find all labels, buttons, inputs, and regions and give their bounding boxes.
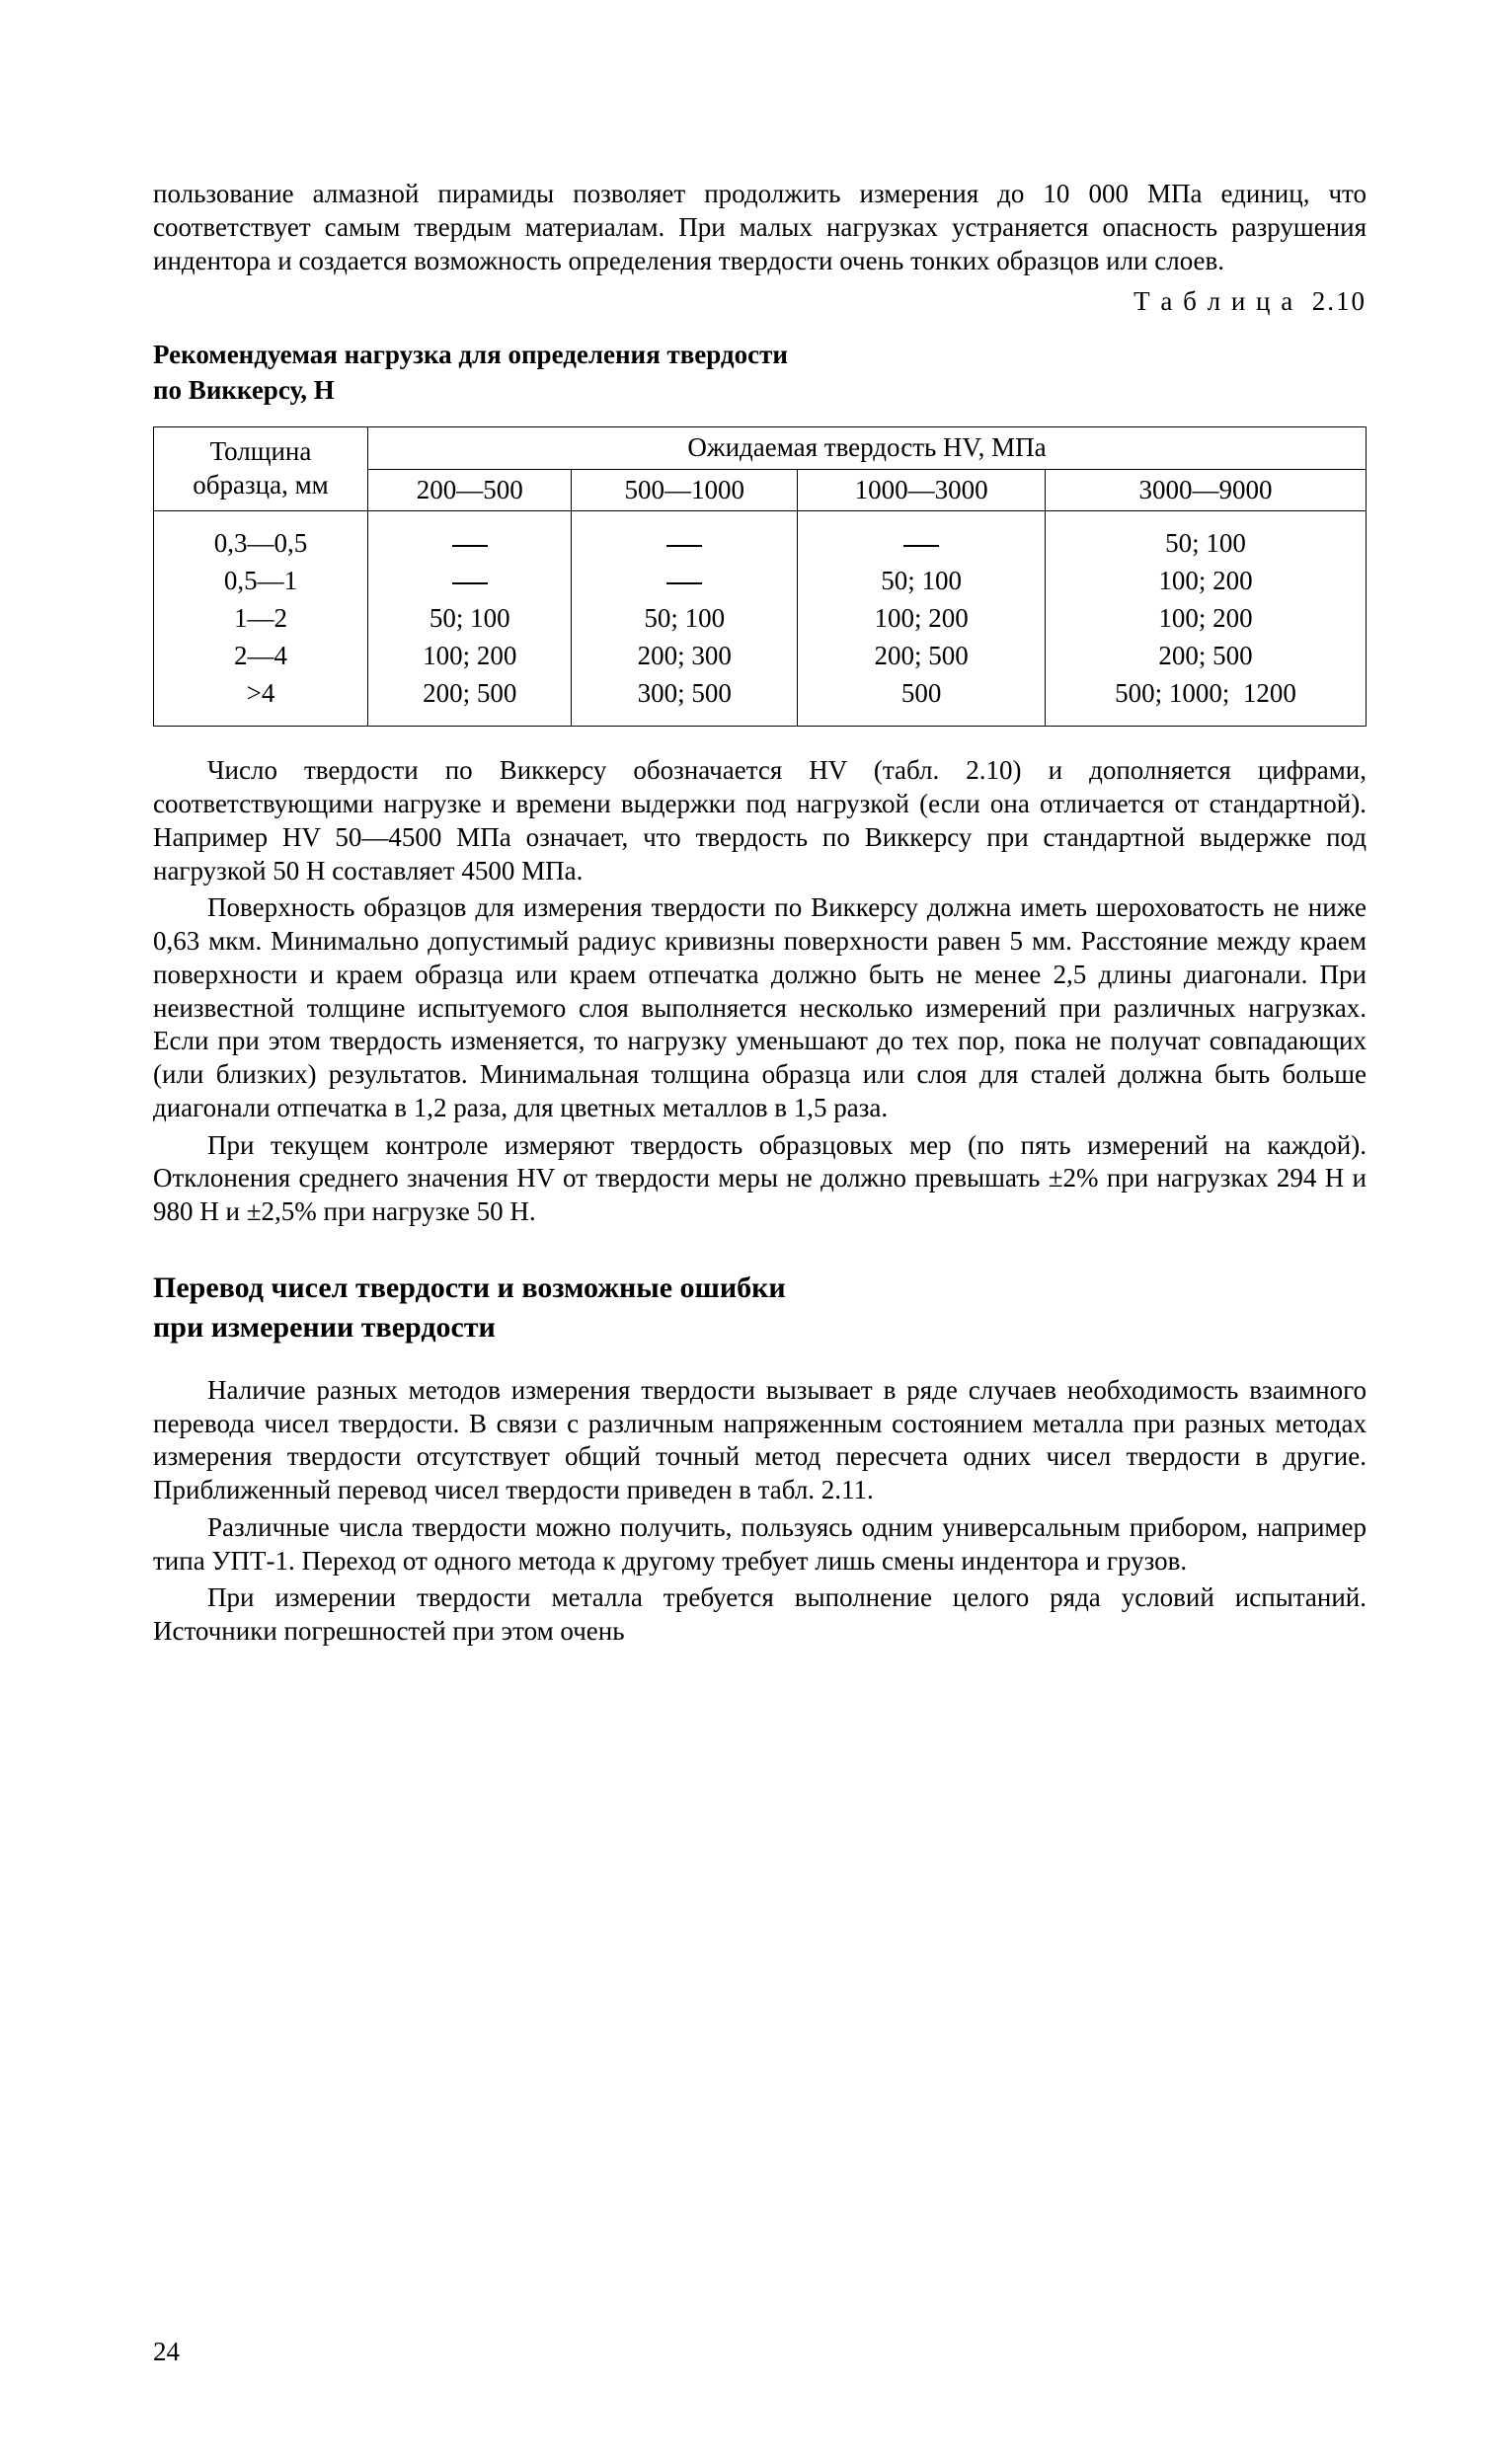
val: 50; 100 [1165,528,1246,558]
section-title-line2: при измерении твердости [153,1311,496,1344]
dash-icon [666,582,702,584]
cell-3000: 50; 100 100; 200 100; 200 200; 500 500; … [1046,511,1367,727]
thickness-3: 2—4 [234,641,287,670]
dash-icon [903,545,939,547]
paragraph-5: Наличие разных методов измерения твердос… [153,1374,1367,1507]
table-header-row-1: Толщина образца, мм Ожидаемая твердость … [154,426,1367,469]
val: 50; 100 [644,603,725,633]
val: 100; 200 [1158,566,1252,595]
val: 200; 500 [874,641,968,670]
cell-1000: 50; 100 100; 200 200; 500 500 [798,511,1046,727]
section-title-line1: Перевод чисел твердости и возможные ошиб… [153,1271,786,1304]
val: 50; 100 [430,603,510,633]
val: 100; 200 [423,641,516,670]
val: 200; 500 [1158,641,1252,670]
val: 200; 500 [423,678,516,708]
col-header-thickness: Толщина образца, мм [154,426,368,511]
table-data-row: 0,3—0,5 0,5—1 1—2 2—4 >4 50; 100 100; 20… [154,511,1367,727]
range-200-500: 200—500 [368,469,572,511]
col-header-hv: Ожидаемая твердость HV, МПа [368,426,1367,469]
dash-icon [666,545,702,547]
dash-icon [452,545,488,547]
val: 200; 300 [638,641,732,670]
paragraph-6: Различные числа твердости можно получить… [153,1511,1367,1578]
range-500-1000: 500—1000 [572,469,798,511]
val: 50; 100 [881,566,962,595]
paragraph-4: При текущем контроле измеряют твердость … [153,1129,1367,1229]
table-title-line2: по Виккерсу, Н [153,375,335,405]
paragraph-3: Поверхность образцов для измерения тверд… [153,891,1367,1124]
thickness-1: 0,5—1 [224,566,297,595]
intro-paragraph: пользование алмазной пирамиды позволяет … [153,178,1367,277]
val: 100; 200 [874,603,968,633]
hardness-table: Толщина образца, мм Ожидаемая твердость … [153,426,1367,727]
thickness-0: 0,3—0,5 [214,528,308,558]
page-number: 24 [153,2336,180,2369]
val: 300; 500 [638,678,732,708]
table-title: Рекомендуемая нагрузка для определения т… [153,337,1367,409]
range-1000-3000: 1000—3000 [798,469,1046,511]
paragraph-2: Число твердости по Виккерсу обозначается… [153,754,1367,887]
range-3000-9000: 3000—9000 [1046,469,1367,511]
thickness-cell: 0,3—0,5 0,5—1 1—2 2—4 >4 [154,511,368,727]
val: 500; 1000; 1200 [1115,678,1296,708]
val: 100; 200 [1158,603,1252,633]
thickness-2: 1—2 [234,603,287,633]
page: пользование алмазной пирамиды позволяет … [0,0,1485,2464]
val: 500 [901,678,942,708]
cell-200: 50; 100 100; 200 200; 500 [368,511,572,727]
table-title-line1: Рекомендуемая нагрузка для определения т… [153,340,788,369]
section-title: Перевод чисел твердости и возможные ошиб… [153,1269,1367,1348]
thickness-4: >4 [247,678,275,708]
cell-500: 50; 100 200; 300 300; 500 [572,511,798,727]
paragraph-7: При измерении твердости металла требуетс… [153,1581,1367,1649]
table-caption-number: Т а б л и ц а 2.10 [153,285,1367,319]
dash-icon [452,582,488,584]
